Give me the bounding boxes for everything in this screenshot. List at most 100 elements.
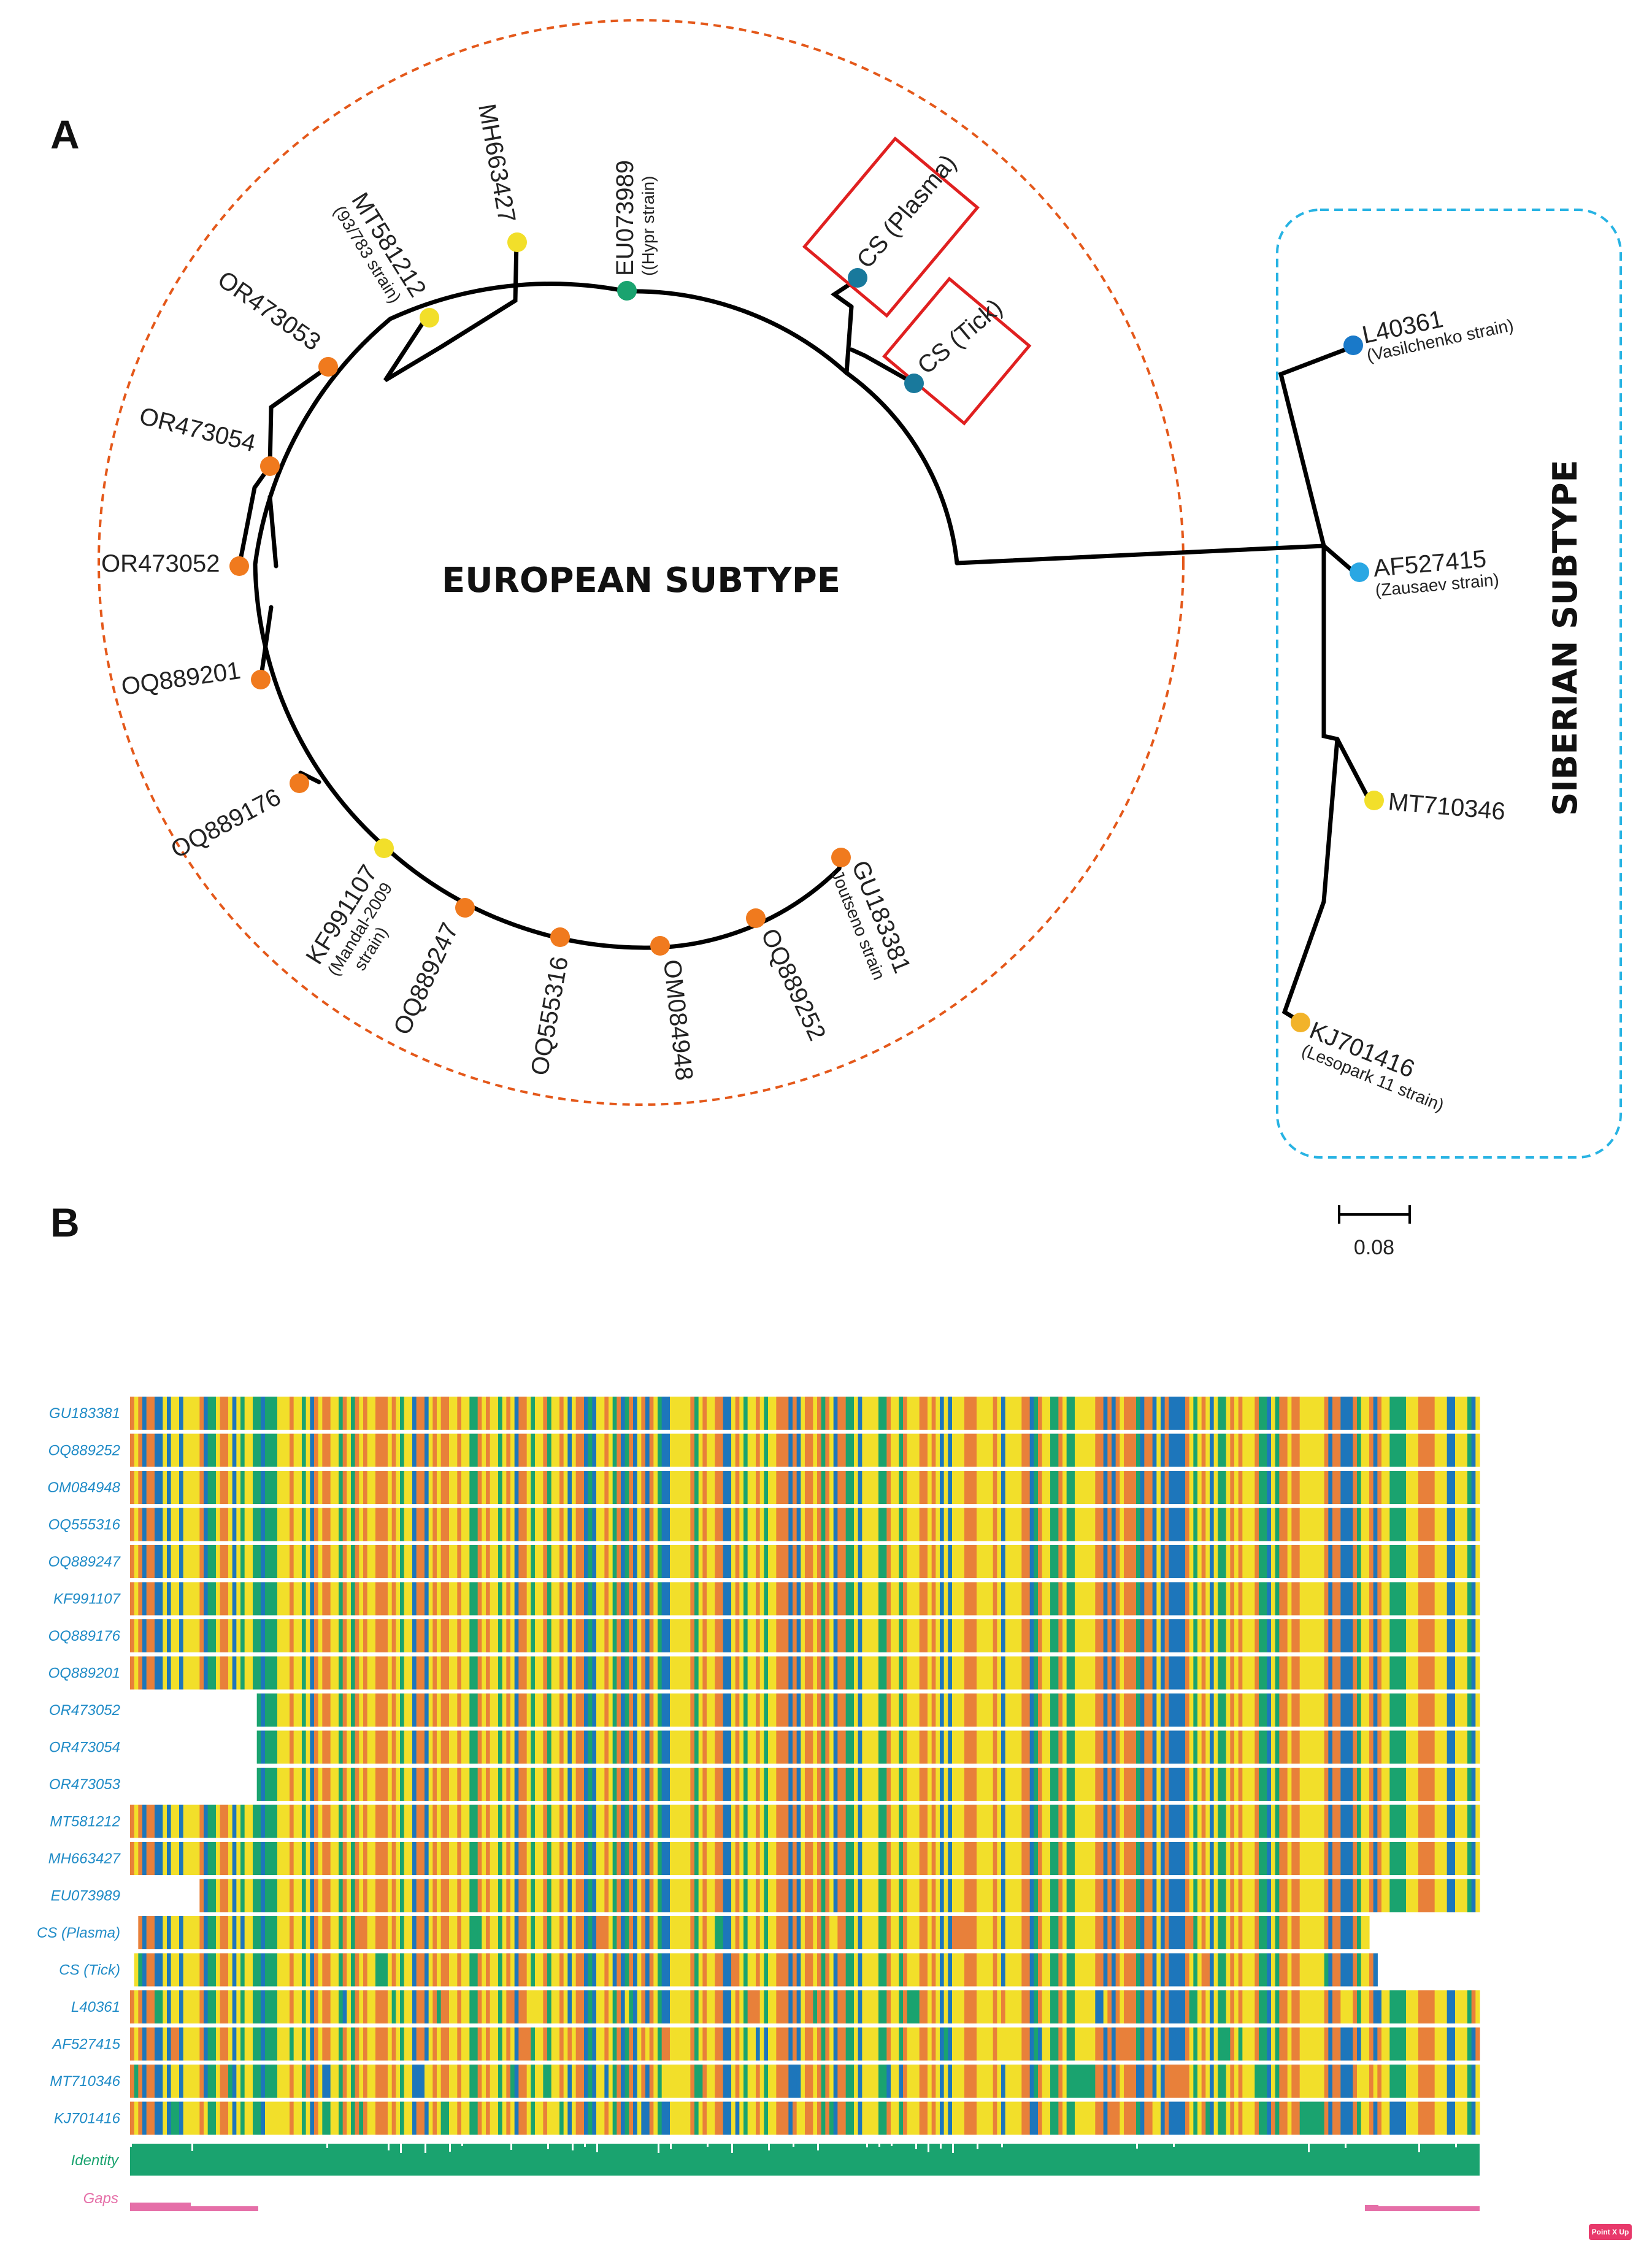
alignment-cell (391, 1842, 396, 1875)
alignment-cell (425, 1433, 429, 1467)
alignment-cell (563, 1916, 568, 1949)
alignment-cell (768, 1693, 777, 1727)
alignment-cell (1021, 1842, 1031, 1875)
alignment-cell (265, 1916, 278, 1949)
alignment-cell (425, 1619, 429, 1652)
alignment-cell (1446, 1433, 1456, 1467)
alignment-cell (739, 1582, 744, 1616)
alignment-cell (858, 2027, 862, 2061)
alignment-cell (707, 2027, 715, 2061)
alignment-cell (142, 1545, 147, 1578)
alignment-cell (535, 1471, 544, 1504)
identity-notch (1173, 2144, 1175, 2147)
alignment-cell (355, 1693, 359, 1727)
alignment-cell (698, 2027, 703, 2061)
alignment-cell (1259, 1730, 1267, 1764)
alignment-cell (793, 1582, 797, 1616)
alignment-cell (1034, 1508, 1039, 1541)
alignment-cell (1120, 2027, 1124, 2061)
alignment-cell (134, 2027, 139, 2061)
alignment-cell (305, 2101, 310, 2135)
alignment-cell (977, 1582, 994, 1616)
alignment-cell (1340, 1990, 1353, 2023)
alignment-cell (964, 1730, 977, 1764)
alignment-cell (756, 1953, 761, 1987)
alignment-cell (821, 1916, 826, 1949)
alignment-cell (425, 2065, 429, 2098)
alignment-cell (1197, 1842, 1202, 1875)
alignment-cell (302, 1805, 307, 1838)
alignment-cell (1332, 2101, 1341, 2135)
alignment-cell (244, 1471, 253, 1504)
alignment-cell (498, 1471, 503, 1504)
alignment-cell (1230, 1990, 1235, 2023)
alignment-cell (837, 1805, 847, 1838)
alignment-cell (1001, 1508, 1006, 1541)
alignment-cell (449, 1990, 458, 2023)
alignment-cell (858, 1656, 862, 1690)
alignment-cell (1324, 1582, 1329, 1616)
alignment-cell (858, 1433, 862, 1467)
alignment-cell (457, 2101, 462, 2135)
alignment-cell (461, 1656, 470, 1690)
alignment-cell (563, 1805, 568, 1838)
alignment-cell (1005, 1693, 1022, 1727)
alignment-cell (1324, 1768, 1329, 1801)
alignment-cell (367, 1693, 376, 1727)
alignment-cell (437, 1545, 442, 1578)
alignment-cell (1471, 2101, 1476, 2135)
alignment-cell (236, 1656, 241, 1690)
cs-plasma-highlight-box (802, 136, 980, 318)
alignment-cell (1161, 2065, 1166, 2098)
alignment-cell (1357, 2027, 1362, 2061)
alignment-cell (342, 1693, 347, 1727)
alignment-cell (290, 1508, 294, 1541)
alignment-cell (293, 1619, 302, 1652)
alignment-cell (1107, 1397, 1112, 1430)
alignment-cell (1124, 1433, 1137, 1467)
identity-notch (1001, 2144, 1003, 2147)
alignment-cell (739, 1656, 744, 1690)
alignment-cell (1213, 1582, 1218, 1616)
alignment-cell (1124, 1397, 1137, 1430)
alignment-cell (1381, 2101, 1390, 2135)
alignment-cell (793, 1508, 797, 1541)
alignment-cell (428, 1619, 433, 1652)
alignment-cell (1156, 1582, 1161, 1616)
alignment-cell (240, 1508, 245, 1541)
alignment-cell (1242, 2065, 1255, 2098)
alignment-cell (437, 2027, 442, 2061)
alignment-cell (207, 1545, 217, 1578)
alignment-cell (948, 1990, 953, 2023)
alignment-cell (330, 1582, 339, 1616)
alignment-cell (1446, 1879, 1456, 1912)
alignment-cell (1455, 1730, 1468, 1764)
alignment-cell (183, 1397, 200, 1430)
alignment-cell (232, 1842, 237, 1875)
alignment-cell (759, 2065, 764, 2098)
alignment-cell (1406, 1397, 1419, 1430)
alignment-cell (1075, 1656, 1096, 1690)
alignment-cell (1279, 1582, 1288, 1616)
alignment-cell (670, 2027, 691, 2061)
alignment-cell (138, 2065, 143, 2098)
alignment-cell (1144, 1656, 1153, 1690)
alignment-cell (928, 1656, 932, 1690)
identity-notch (1308, 2144, 1310, 2152)
alignment-cell (1107, 1619, 1112, 1652)
alignment-cell (690, 1545, 695, 1578)
alignment-cell (948, 1805, 953, 1838)
alignment-cell (1475, 1768, 1480, 1801)
alignment-cell (1169, 1842, 1186, 1875)
alignment-cell (715, 2101, 724, 2135)
alignment-cell (179, 1990, 184, 2023)
alignment-cell (653, 1805, 658, 1838)
alignment-cell (1218, 1842, 1227, 1875)
alignment-cell (858, 1693, 862, 1727)
alignment-cell (1467, 1433, 1472, 1467)
alignment-cell (551, 1397, 560, 1430)
alignment-cell (134, 1508, 139, 1541)
alignment-cell (723, 1879, 732, 1912)
identity-notch (510, 2144, 512, 2150)
alignment-cell (793, 1805, 797, 1838)
